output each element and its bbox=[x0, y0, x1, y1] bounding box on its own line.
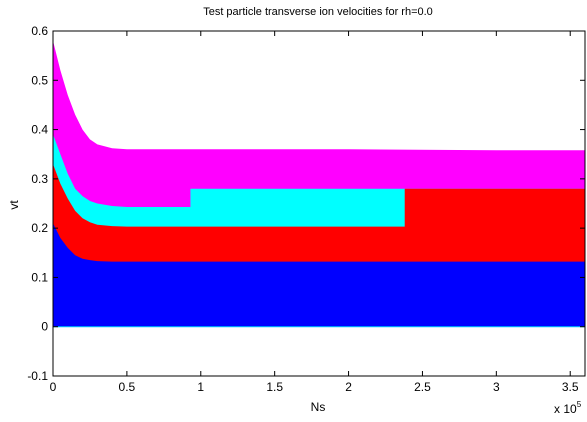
series-4-area bbox=[53, 223, 585, 327]
y-tick-label: 0.2 bbox=[31, 221, 48, 235]
y-tick-label: 0.5 bbox=[31, 73, 48, 87]
x-axis-multiplier-power: 5 bbox=[577, 400, 582, 409]
x-tick-label: 2 bbox=[345, 380, 352, 394]
y-axis-label: vt bbox=[7, 200, 21, 210]
x-tick-label: 3 bbox=[493, 380, 500, 394]
plot-area: 0 0.5 1 1.5 2 2.5 3 3.5-0.100.10.20.30.40.50.6 bbox=[27, 24, 586, 394]
y-tick-label: 0.3 bbox=[31, 172, 48, 186]
x-tick-label: 2.5 bbox=[414, 380, 431, 394]
x-tick-label: 1.5 bbox=[266, 380, 283, 394]
y-tick-label: -0.1 bbox=[27, 369, 48, 383]
y-tick-label: 0.4 bbox=[31, 123, 48, 137]
tick-layer: 0 0.5 1 1.5 2 2.5 3 3.5-0.100.10.20.30.40.50.6 bbox=[27, 24, 585, 394]
axes-frame bbox=[52, 30, 586, 377]
y-tick-label: 0.6 bbox=[31, 24, 48, 38]
x-axis-multiplier-base: x 10 bbox=[554, 402, 577, 416]
series-layer bbox=[53, 40, 585, 328]
chart-title: Test particle transverse ion velocities … bbox=[203, 6, 433, 18]
y-tick-label: 0.1 bbox=[31, 270, 48, 284]
x-tick-label: 0 bbox=[50, 380, 57, 394]
x-tick-label: 0.5 bbox=[119, 380, 136, 394]
x-axis-multiplier: x 105 bbox=[554, 400, 582, 416]
x-tick-label: 1 bbox=[197, 380, 204, 394]
x-axis-label: Ns bbox=[311, 400, 326, 414]
y-tick-label: 0 bbox=[41, 320, 48, 334]
x-tick-label: 3.5 bbox=[562, 380, 579, 394]
